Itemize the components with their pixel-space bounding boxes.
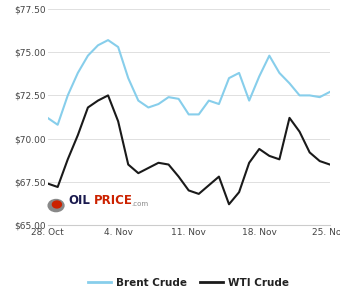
Text: PRICE: PRICE <box>94 194 133 207</box>
Circle shape <box>52 201 62 208</box>
Text: .com: .com <box>131 201 148 207</box>
Legend: Brent Crude, WTI Crude: Brent Crude, WTI Crude <box>84 273 293 292</box>
Circle shape <box>48 200 64 211</box>
Text: OIL: OIL <box>69 194 91 207</box>
